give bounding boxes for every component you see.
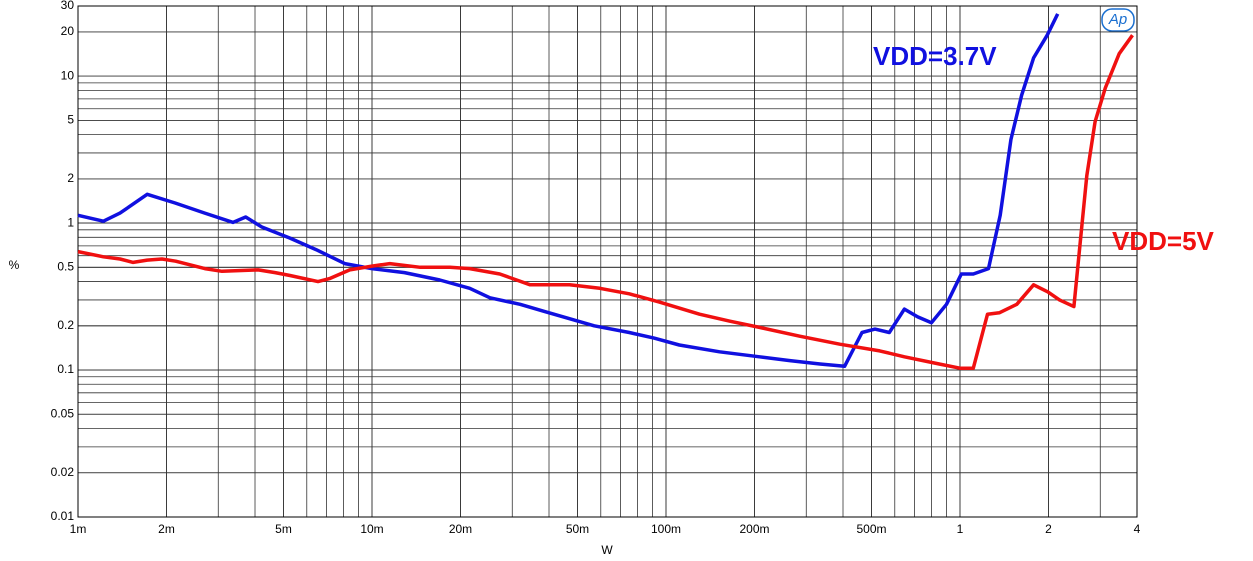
y-tick-label: 20 (61, 24, 75, 38)
x-tick-label: 4 (1134, 522, 1141, 536)
series-line (77, 34, 1134, 370)
logo: Ap (1108, 11, 1127, 28)
logo-frame (1101, 8, 1135, 32)
y-tick-label: 5 (67, 113, 74, 127)
y-tick-label: 0.01 (51, 509, 75, 523)
x-tick-label: 2m (158, 522, 175, 536)
x-tick-label: 5m (275, 522, 292, 536)
plot-frame (77, 5, 1138, 518)
x-axis-label: W (601, 543, 613, 557)
y-tick-label: 10 (61, 68, 75, 82)
y-tick-label: 0.2 (57, 318, 74, 332)
x-tick-label: 500m (856, 522, 886, 536)
y-tick-label: 30 (61, 0, 75, 12)
y-tick-label: 0.05 (51, 406, 75, 420)
y-tick-label: 0.02 (51, 465, 75, 479)
x-tick-label: 20m (449, 522, 472, 536)
x-tick-label: 10m (360, 522, 383, 536)
x-tick-label: 50m (566, 522, 589, 536)
y-tick-label: 0.1 (57, 362, 74, 376)
x-tick-label: 2 (1045, 522, 1052, 536)
series-label: VDD=3.7V (873, 41, 997, 71)
x-tick-label: 1 (957, 522, 964, 536)
y-tick-label: 2 (67, 171, 74, 185)
series-line (77, 13, 1060, 369)
series-label: VDD=5V (1112, 226, 1215, 256)
x-tick-label: 100m (651, 522, 681, 536)
x-tick-label: 1m (70, 522, 87, 536)
x-tick-label: 200m (739, 522, 769, 536)
y-tick-label: 0.5 (57, 259, 74, 273)
y-axis-label: % (9, 258, 20, 272)
y-tick-label: 1 (67, 215, 74, 229)
